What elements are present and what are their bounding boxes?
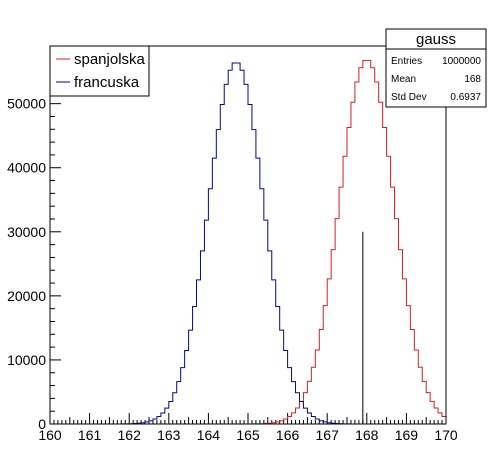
stats-mean-value: 168 [464, 74, 481, 85]
legend-box [49, 45, 150, 97]
stats-box-title: gauss [416, 31, 456, 48]
legend-label-spanjolska: spanjolska [74, 51, 146, 68]
stats-stddev-label: Std Dev [391, 92, 427, 103]
legend-label-francuska: francuska [74, 74, 140, 91]
y-tick-label: 40000 [7, 160, 46, 176]
x-tick-label: 163 [157, 427, 181, 443]
y-tick-label: 20000 [7, 288, 46, 304]
x-tick-label: 169 [395, 427, 419, 443]
stats-stddev-value: 0.6937 [450, 92, 481, 103]
stats-box-frame [385, 28, 487, 108]
legend: spanjolska francuska [49, 45, 150, 97]
stats-box: gauss Entries 1000000 Mean 168 Std Dev 0… [385, 28, 487, 108]
x-tick-label: 170 [434, 427, 458, 443]
x-tick-label: 161 [78, 427, 102, 443]
x-tick-label: 165 [236, 427, 260, 443]
x-tick-label: 167 [316, 427, 340, 443]
x-tick-label: 162 [118, 427, 142, 443]
series-francuska [50, 62, 446, 425]
plot-frame [49, 45, 447, 425]
stats-mean-label: Mean [391, 74, 416, 85]
series-spanjolska [50, 59, 446, 425]
axis-tick-labels: 160 161 162 163 164 165 166 167 168 169 170 0 10000 2… [7, 96, 458, 443]
y-tick-label: 30000 [7, 224, 46, 240]
x-tick-label: 160 [38, 427, 62, 443]
axis-ticks [49, 51, 447, 425]
x-tick-label: 168 [355, 427, 379, 443]
y-tick-label: 0 [38, 416, 46, 432]
histogram-series [50, 59, 446, 425]
stats-entries-value: 1000000 [442, 56, 481, 67]
y-tick-label: 10000 [7, 352, 46, 368]
x-tick-label: 166 [276, 427, 300, 443]
y-tick-label: 50000 [7, 96, 46, 112]
stats-entries-label: Entries [391, 56, 422, 67]
x-tick-label: 164 [197, 427, 221, 443]
